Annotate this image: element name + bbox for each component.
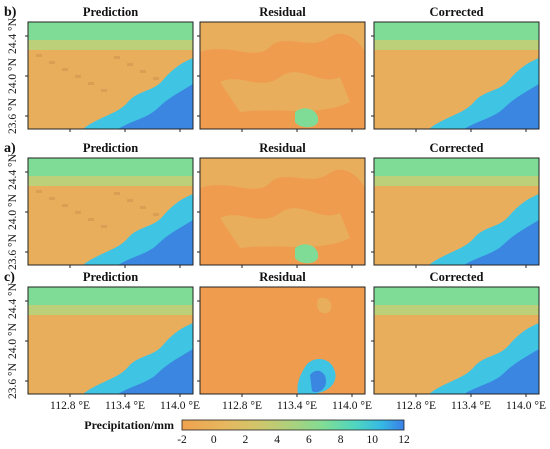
noise-speck bbox=[36, 190, 42, 193]
y-tick-label: 23.6 °N bbox=[7, 97, 19, 134]
panel-prediction bbox=[28, 287, 193, 394]
panel-title: Residual bbox=[259, 270, 306, 284]
colorbar-tick-label: 6 bbox=[306, 434, 312, 446]
northern-band bbox=[374, 22, 539, 40]
panel-title: Residual bbox=[259, 141, 306, 155]
y-tick-label: 24.0 °N bbox=[7, 57, 19, 94]
colorbar-title: Precipitation/mm bbox=[84, 418, 174, 432]
coastal-core bbox=[464, 84, 539, 129]
noise-speck bbox=[88, 82, 94, 85]
colorbar-tick-label: -2 bbox=[177, 434, 187, 446]
northern-band bbox=[28, 158, 193, 176]
residual-patch bbox=[220, 208, 350, 248]
panel-prediction bbox=[28, 158, 193, 265]
noise-speck bbox=[127, 63, 133, 66]
row-label: c) bbox=[4, 270, 15, 285]
colorbar-tick-label: 0 bbox=[211, 434, 217, 446]
coastal-core bbox=[464, 220, 539, 265]
x-tick-label: 113.4 °E bbox=[277, 400, 317, 412]
panel-corrected bbox=[374, 22, 539, 129]
residual-anomaly bbox=[295, 108, 319, 128]
coastal-core bbox=[118, 220, 193, 265]
noise-speck bbox=[75, 211, 81, 214]
y-tick-label: 24.4 °N bbox=[7, 17, 19, 54]
coastal-core bbox=[464, 349, 539, 394]
noise-speck bbox=[127, 199, 133, 202]
northern-band bbox=[374, 158, 539, 176]
panel-title: Residual bbox=[259, 5, 306, 19]
transition-band bbox=[28, 176, 193, 186]
noise-speck bbox=[49, 197, 55, 200]
transition-band bbox=[374, 40, 539, 50]
x-tick-label: 112.8 °E bbox=[222, 400, 262, 412]
x-tick-label: 114.0 °E bbox=[506, 400, 546, 412]
panel-corrected bbox=[374, 287, 539, 394]
noise-speck bbox=[101, 225, 107, 228]
coastal-core bbox=[118, 349, 193, 394]
colorbar-tick-label: 10 bbox=[367, 434, 379, 446]
panel-residual bbox=[200, 287, 365, 394]
colorbar: Precipitation/mm-2 0 2 4 6 8 10 12 bbox=[84, 418, 410, 446]
noise-speck bbox=[88, 218, 94, 221]
y-tick-label: 23.6 °N bbox=[7, 233, 19, 270]
northern-band bbox=[374, 287, 539, 305]
y-tick-label: 24.0 °N bbox=[7, 322, 19, 359]
x-tick-label: 113.4 °E bbox=[105, 400, 145, 412]
residual-anomaly bbox=[295, 244, 319, 264]
colorbar-tick-label: 4 bbox=[274, 434, 280, 446]
panel-title: Prediction bbox=[83, 141, 138, 155]
residual-core bbox=[310, 370, 326, 393]
northern-band bbox=[28, 287, 193, 305]
northern-band bbox=[28, 22, 193, 40]
colorbar-gradient bbox=[181, 419, 405, 431]
panel-title: Corrected bbox=[430, 141, 484, 155]
transition-band bbox=[28, 40, 193, 50]
panel-residual bbox=[200, 158, 365, 265]
x-tick-label: 114.0 °E bbox=[332, 400, 372, 412]
y-tick-label: 24.4 °N bbox=[7, 282, 19, 319]
colorbar-tick-label: 2 bbox=[243, 434, 249, 446]
residual-field bbox=[200, 287, 365, 394]
noise-speck bbox=[49, 61, 55, 64]
panel-title: Corrected bbox=[430, 270, 484, 284]
noise-speck bbox=[36, 54, 42, 57]
noise-speck bbox=[62, 68, 68, 71]
panel-title: Prediction bbox=[83, 5, 138, 19]
panel-grid: b) Prediction Residual Corrected 24.4 °N 24.0… bbox=[4, 5, 546, 412]
colorbar-tick-label: 12 bbox=[398, 434, 410, 446]
residual-patch bbox=[220, 72, 350, 112]
noise-speck bbox=[75, 75, 81, 78]
y-tick-label: 24.4 °N bbox=[7, 153, 19, 190]
residual-patch bbox=[317, 297, 332, 314]
noise-speck bbox=[62, 204, 68, 207]
panel-title: Prediction bbox=[83, 270, 138, 284]
noise-speck bbox=[153, 213, 159, 216]
coastal-core bbox=[118, 84, 193, 129]
panel-title: Corrected bbox=[430, 5, 484, 19]
panel-residual bbox=[200, 22, 365, 129]
noise-speck bbox=[153, 77, 159, 80]
transition-band bbox=[374, 176, 539, 186]
y-tick-label: 24.0 °N bbox=[7, 193, 19, 230]
x-tick-label: 113.4 °E bbox=[451, 400, 491, 412]
x-tick-label: 114.0 °E bbox=[160, 400, 200, 412]
noise-speck bbox=[140, 206, 146, 209]
transition-band bbox=[28, 305, 193, 315]
row-label: a) bbox=[4, 141, 16, 156]
row-label: b) bbox=[4, 5, 17, 20]
x-tick-label: 112.8 °E bbox=[396, 400, 436, 412]
noise-speck bbox=[101, 89, 107, 92]
transition-band bbox=[374, 305, 539, 315]
panel-corrected bbox=[374, 158, 539, 265]
colorbar-tick-label: 8 bbox=[338, 434, 344, 446]
noise-speck bbox=[114, 192, 120, 195]
x-tick-label: 112.8 °E bbox=[50, 400, 90, 412]
y-tick-label: 23.6 °N bbox=[7, 362, 19, 399]
panel-prediction bbox=[28, 22, 193, 129]
noise-speck bbox=[140, 70, 146, 73]
noise-speck bbox=[114, 56, 120, 59]
